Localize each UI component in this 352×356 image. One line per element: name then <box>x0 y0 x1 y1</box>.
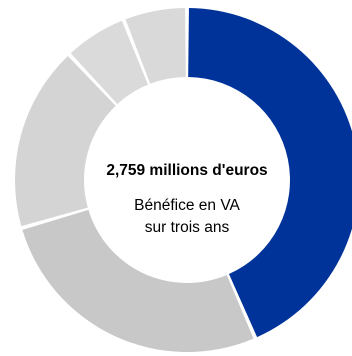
center-caption-line1: Bénéfice en VA <box>134 197 240 214</box>
donut-slice-5 <box>125 8 186 84</box>
donut-slice-4 <box>70 20 148 105</box>
donut-slice-2 <box>22 209 254 352</box>
center-value-label: 2,759 millions d'euros <box>106 162 267 179</box>
center-caption-line2: sur trois ans <box>145 219 230 236</box>
donut-slices <box>14 8 352 352</box>
donut-slice-3 <box>14 55 116 227</box>
donut-slice-1 <box>188 8 352 338</box>
